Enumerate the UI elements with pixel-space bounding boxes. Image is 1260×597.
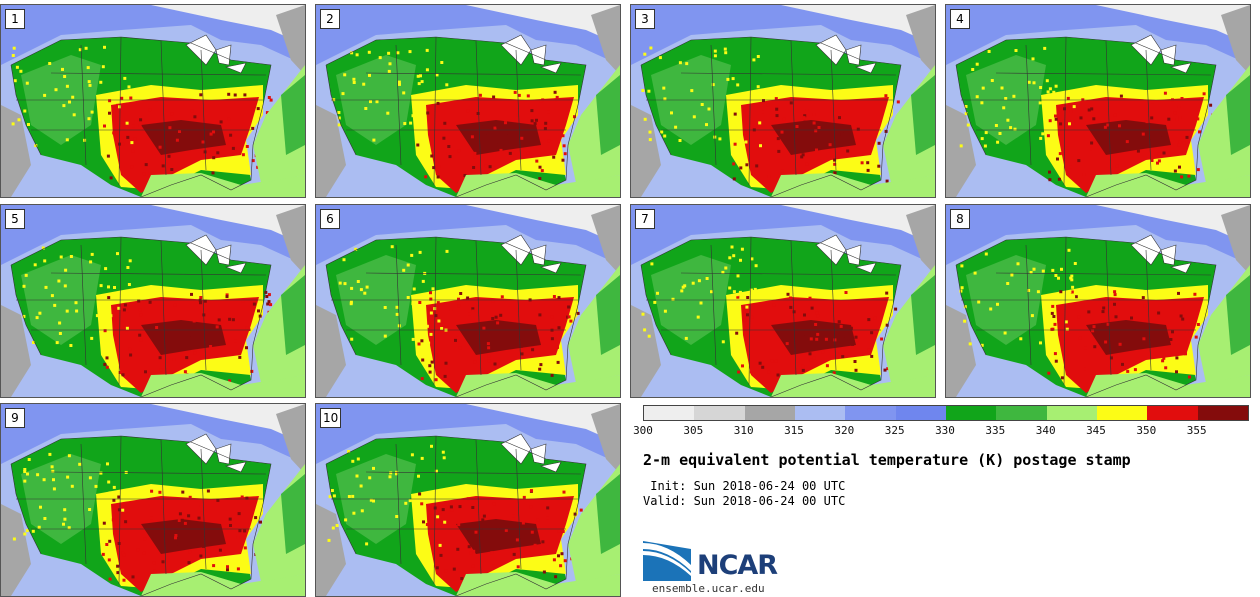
- map-image: [316, 404, 620, 596]
- panel-number-label: 9: [5, 408, 25, 428]
- panel-number-label: 5: [5, 209, 25, 229]
- colorbar-tick-label: 350: [1136, 424, 1157, 437]
- colorbar: [643, 405, 1249, 421]
- colorbar-tick-label: 315: [784, 424, 804, 437]
- init-time: Init: Sun 2018-06-24 00 UTC: [643, 479, 846, 493]
- colorbar-ticks: 300 305 310 315 320 325 330 335 340 345 350 355: [633, 424, 1247, 438]
- map-panel-10: 10: [315, 403, 621, 597]
- map-image: [1, 5, 305, 197]
- colorbar-tick-label: 345: [1086, 424, 1106, 437]
- map-image: [631, 5, 935, 197]
- map-panel-7: 7: [630, 204, 936, 398]
- panel-number-label: 8: [950, 209, 970, 229]
- map-panel-1: 1: [0, 4, 306, 198]
- map-image: [946, 5, 1250, 197]
- colorbar-tick-label: 325: [884, 424, 905, 437]
- panel-number-label: 7: [635, 209, 655, 229]
- map-panel-6: 6: [315, 204, 621, 398]
- colorbar-swatch: [845, 406, 896, 420]
- figure-title: 2-m equivalent potential temperature (K)…: [643, 451, 1131, 469]
- ncar-logo-text: NCAR: [697, 550, 778, 581]
- colorbar-swatch: [694, 406, 745, 420]
- panel-number-label: 1: [5, 9, 25, 29]
- colorbar-tick-label: 300: [633, 424, 653, 437]
- map-image: [316, 5, 620, 197]
- map-image: [631, 205, 935, 397]
- map-panel-2: 2: [315, 4, 621, 198]
- panel-number-label: 2: [320, 9, 340, 29]
- colorbar-swatch: [1147, 406, 1198, 420]
- colorbar-swatch: [644, 406, 695, 420]
- map-image: [946, 205, 1250, 397]
- colorbar-tick-label: 320: [834, 424, 855, 437]
- map-panel-5: 5: [0, 204, 306, 398]
- map-image: [1, 404, 305, 596]
- colorbar-tick-label: 330: [935, 424, 955, 437]
- panel-number-label: 6: [320, 209, 340, 229]
- colorbar-tick-label: 335: [985, 424, 1006, 437]
- panel-number-label: 3: [635, 9, 655, 29]
- colorbar-swatch: [1046, 406, 1097, 420]
- map-image: [1, 205, 305, 397]
- ncar-logo-icon: [643, 541, 691, 581]
- colorbar-swatch: [895, 406, 946, 420]
- colorbar-swatch: [945, 406, 997, 420]
- map-image: [316, 205, 620, 397]
- colorbar-swatch: [1096, 406, 1148, 420]
- map-panel-9: 9: [0, 403, 306, 597]
- valid-time: Valid: Sun 2018-06-24 00 UTC: [643, 494, 846, 508]
- colorbar-swatch: [794, 406, 846, 420]
- colorbar-tick-label: 310: [733, 424, 754, 437]
- map-panel-3: 3: [630, 4, 936, 198]
- map-panel-8: 8: [945, 204, 1251, 398]
- colorbar-tick-label: 355: [1186, 424, 1207, 437]
- panel-number-label: 10: [320, 408, 342, 428]
- colorbar-tick-label: 340: [1035, 424, 1056, 437]
- map-panel-4: 4: [945, 4, 1251, 198]
- colorbar-tick-label: 305: [683, 424, 704, 437]
- panel-number-label: 4: [950, 9, 970, 29]
- colorbar-swatch: [744, 406, 795, 420]
- source-url: ensemble.ucar.edu: [652, 582, 765, 595]
- colorbar-swatch: [1197, 406, 1248, 420]
- colorbar-swatch: [996, 406, 1047, 420]
